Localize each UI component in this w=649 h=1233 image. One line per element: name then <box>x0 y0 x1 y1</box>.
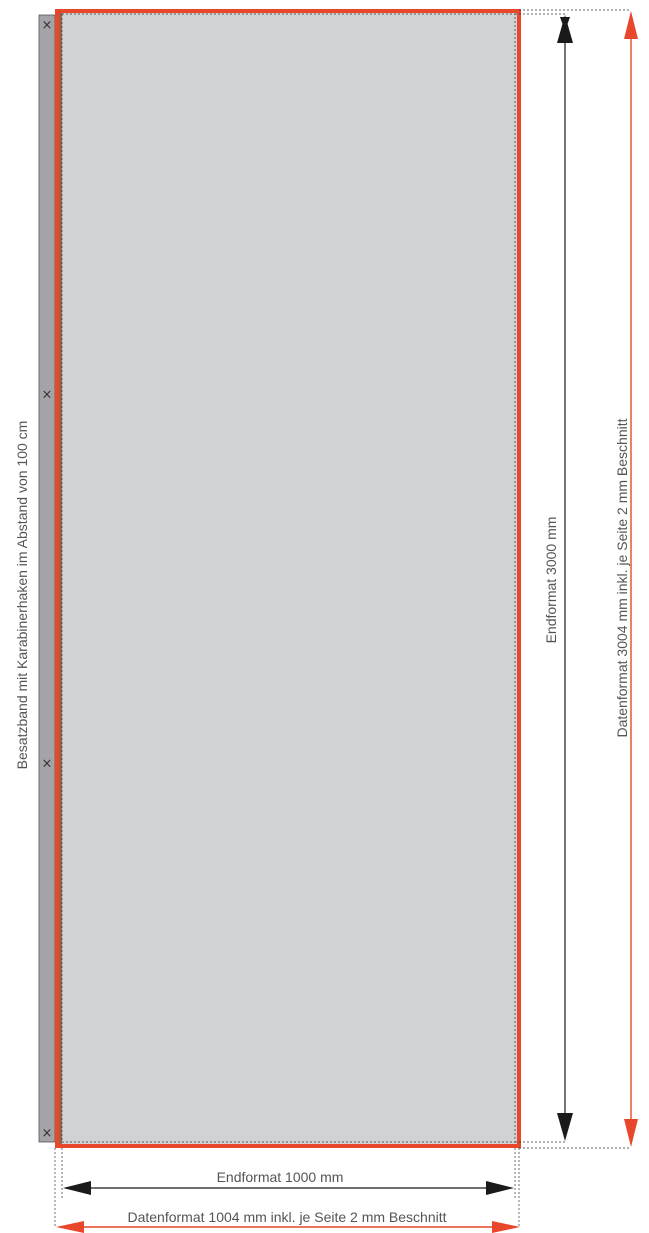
hook-mark-0: × <box>42 18 53 33</box>
strip-label: Besatzband mit Karabinerhaken im Abstand… <box>14 421 30 770</box>
dotted-guides <box>54 9 631 1228</box>
data-height-label: Datenformat 3004 mm inkl. je Seite 2 mm … <box>614 418 630 737</box>
data-height-arrowhead-top <box>624 11 638 39</box>
hook-marks: × × × × <box>42 18 53 1141</box>
hook-mark-2: × <box>42 757 53 772</box>
hook-mark-1: × <box>42 387 53 402</box>
bleed-outline <box>55 9 521 1148</box>
banner-panel <box>57 10 519 1147</box>
data-width-label: Datenformat 1004 mm inkl. je Seite 2 mm … <box>127 1209 446 1225</box>
data-height-arrowhead-bottom <box>624 1119 638 1147</box>
besatzband-strip <box>38 14 56 1143</box>
final-height-label: Endformat 3000 mm <box>543 517 559 644</box>
final-height-arrowhead-top <box>557 15 573 43</box>
data-width-arrowhead-left <box>56 1221 84 1233</box>
final-width-arrowhead-left <box>63 1181 91 1195</box>
hook-mark-3: × <box>42 1126 53 1141</box>
final-height-arrowhead-bottom <box>557 1113 573 1141</box>
data-width-arrowhead-right <box>492 1221 520 1233</box>
final-width-label: Endformat 1000 mm <box>217 1169 344 1185</box>
final-width-arrowhead-right <box>486 1181 514 1195</box>
